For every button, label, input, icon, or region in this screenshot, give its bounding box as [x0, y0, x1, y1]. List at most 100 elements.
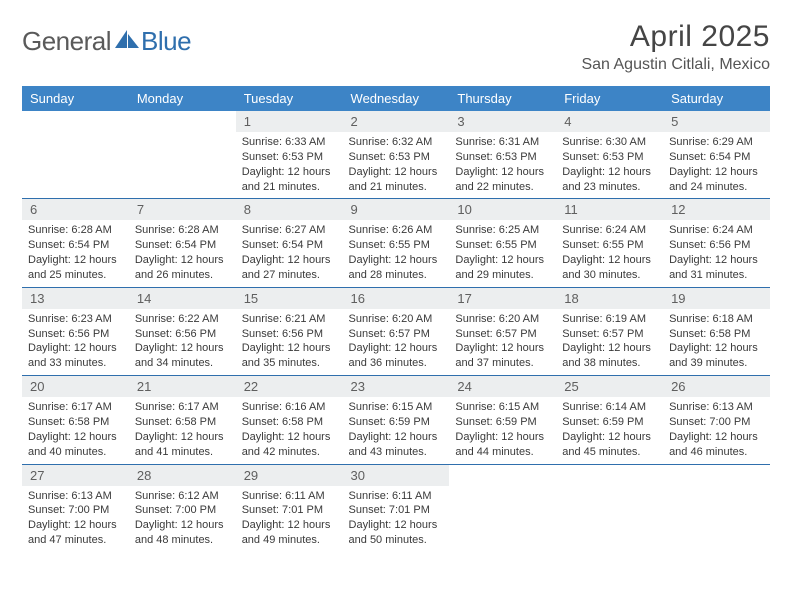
daylight-text-2: and 48 minutes.	[135, 533, 230, 548]
sunrise-text: Sunrise: 6:20 AM	[349, 312, 444, 327]
day-number: 11	[556, 199, 663, 220]
location: San Agustin Citlali, Mexico	[581, 56, 770, 74]
daylight-text-1: Daylight: 12 hours	[669, 253, 764, 268]
weekday-header: Sunday	[22, 86, 129, 111]
sunrise-text: Sunrise: 6:24 AM	[562, 223, 657, 238]
daylight-text-1: Daylight: 12 hours	[669, 341, 764, 356]
calendar-header: SundayMondayTuesdayWednesdayThursdayFrid…	[22, 86, 770, 111]
day-number: 27	[22, 465, 129, 486]
header: General Blue April 2025 San Agustin Citl…	[22, 20, 770, 74]
calendar-cell: 28Sunrise: 6:12 AMSunset: 7:00 PMDayligh…	[129, 464, 236, 552]
sunset-text: Sunset: 6:57 PM	[349, 327, 444, 342]
day-number: 19	[663, 288, 770, 309]
day-details: Sunrise: 6:13 AMSunset: 7:00 PMDaylight:…	[22, 486, 129, 552]
sunset-text: Sunset: 7:00 PM	[28, 503, 123, 518]
calendar-cell: 6Sunrise: 6:28 AMSunset: 6:54 PMDaylight…	[22, 199, 129, 287]
daylight-text-2: and 26 minutes.	[135, 268, 230, 283]
sunset-text: Sunset: 6:59 PM	[562, 415, 657, 430]
day-number: 6	[22, 199, 129, 220]
daylight-text-2: and 36 minutes.	[349, 356, 444, 371]
calendar-cell: 16Sunrise: 6:20 AMSunset: 6:57 PMDayligh…	[343, 287, 450, 375]
daylight-text-1: Daylight: 12 hours	[455, 165, 550, 180]
calendar-cell: 13Sunrise: 6:23 AMSunset: 6:56 PMDayligh…	[22, 287, 129, 375]
sunrise-text: Sunrise: 6:16 AM	[242, 400, 337, 415]
logo: General Blue	[22, 26, 191, 57]
day-details: Sunrise: 6:12 AMSunset: 7:00 PMDaylight:…	[129, 486, 236, 552]
day-details: Sunrise: 6:25 AMSunset: 6:55 PMDaylight:…	[449, 220, 556, 286]
sunrise-text: Sunrise: 6:22 AM	[135, 312, 230, 327]
day-details: Sunrise: 6:19 AMSunset: 6:57 PMDaylight:…	[556, 309, 663, 375]
daylight-text-2: and 42 minutes.	[242, 445, 337, 460]
sunrise-text: Sunrise: 6:32 AM	[349, 135, 444, 150]
daylight-text-2: and 38 minutes.	[562, 356, 657, 371]
weekday-header: Friday	[556, 86, 663, 111]
calendar-cell: ..	[663, 464, 770, 552]
day-number: 20	[22, 376, 129, 397]
sunrise-text: Sunrise: 6:33 AM	[242, 135, 337, 150]
sunset-text: Sunset: 6:56 PM	[242, 327, 337, 342]
calendar-cell: 20Sunrise: 6:17 AMSunset: 6:58 PMDayligh…	[22, 376, 129, 464]
calendar-cell: 27Sunrise: 6:13 AMSunset: 7:00 PMDayligh…	[22, 464, 129, 552]
day-number: 7	[129, 199, 236, 220]
sunset-text: Sunset: 6:53 PM	[242, 150, 337, 165]
sunset-text: Sunset: 6:54 PM	[669, 150, 764, 165]
day-number: 14	[129, 288, 236, 309]
calendar-cell: ..	[22, 111, 129, 199]
day-details: Sunrise: 6:28 AMSunset: 6:54 PMDaylight:…	[129, 220, 236, 286]
daylight-text-1: Daylight: 12 hours	[349, 430, 444, 445]
day-details: Sunrise: 6:20 AMSunset: 6:57 PMDaylight:…	[343, 309, 450, 375]
daylight-text-1: Daylight: 12 hours	[242, 518, 337, 533]
sunset-text: Sunset: 6:53 PM	[455, 150, 550, 165]
day-number: 5	[663, 111, 770, 132]
calendar-cell: ..	[129, 111, 236, 199]
day-details: Sunrise: 6:20 AMSunset: 6:57 PMDaylight:…	[449, 309, 556, 375]
sunrise-text: Sunrise: 6:21 AM	[242, 312, 337, 327]
day-details: Sunrise: 6:33 AMSunset: 6:53 PMDaylight:…	[236, 132, 343, 198]
daylight-text-2: and 40 minutes.	[28, 445, 123, 460]
daylight-text-1: Daylight: 12 hours	[562, 341, 657, 356]
daylight-text-1: Daylight: 12 hours	[562, 430, 657, 445]
daylight-text-1: Daylight: 12 hours	[28, 430, 123, 445]
day-number: 17	[449, 288, 556, 309]
calendar-cell: 23Sunrise: 6:15 AMSunset: 6:59 PMDayligh…	[343, 376, 450, 464]
day-number: 23	[343, 376, 450, 397]
day-details: Sunrise: 6:31 AMSunset: 6:53 PMDaylight:…	[449, 132, 556, 198]
sunset-text: Sunset: 6:59 PM	[455, 415, 550, 430]
day-details: Sunrise: 6:21 AMSunset: 6:56 PMDaylight:…	[236, 309, 343, 375]
calendar-cell: 22Sunrise: 6:16 AMSunset: 6:58 PMDayligh…	[236, 376, 343, 464]
calendar-cell: 21Sunrise: 6:17 AMSunset: 6:58 PMDayligh…	[129, 376, 236, 464]
daylight-text-1: Daylight: 12 hours	[135, 518, 230, 533]
daylight-text-2: and 23 minutes.	[562, 180, 657, 195]
daylight-text-1: Daylight: 12 hours	[349, 165, 444, 180]
calendar-cell: 9Sunrise: 6:26 AMSunset: 6:55 PMDaylight…	[343, 199, 450, 287]
calendar-cell: 11Sunrise: 6:24 AMSunset: 6:55 PMDayligh…	[556, 199, 663, 287]
sunrise-text: Sunrise: 6:18 AM	[669, 312, 764, 327]
weekday-header: Saturday	[663, 86, 770, 111]
calendar-cell: 17Sunrise: 6:20 AMSunset: 6:57 PMDayligh…	[449, 287, 556, 375]
day-number: 15	[236, 288, 343, 309]
day-details: Sunrise: 6:32 AMSunset: 6:53 PMDaylight:…	[343, 132, 450, 198]
sunset-text: Sunset: 6:56 PM	[135, 327, 230, 342]
daylight-text-1: Daylight: 12 hours	[349, 253, 444, 268]
daylight-text-1: Daylight: 12 hours	[669, 165, 764, 180]
sunrise-text: Sunrise: 6:31 AM	[455, 135, 550, 150]
daylight-text-2: and 33 minutes.	[28, 356, 123, 371]
daylight-text-2: and 46 minutes.	[669, 445, 764, 460]
calendar-cell: ..	[556, 464, 663, 552]
calendar-cell: 10Sunrise: 6:25 AMSunset: 6:55 PMDayligh…	[449, 199, 556, 287]
daylight-text-2: and 27 minutes.	[242, 268, 337, 283]
sunset-text: Sunset: 7:00 PM	[669, 415, 764, 430]
sunset-text: Sunset: 6:57 PM	[455, 327, 550, 342]
day-details: Sunrise: 6:22 AMSunset: 6:56 PMDaylight:…	[129, 309, 236, 375]
sunset-text: Sunset: 6:53 PM	[349, 150, 444, 165]
sunset-text: Sunset: 6:56 PM	[669, 238, 764, 253]
calendar-cell: 19Sunrise: 6:18 AMSunset: 6:58 PMDayligh…	[663, 287, 770, 375]
day-details: Sunrise: 6:13 AMSunset: 7:00 PMDaylight:…	[663, 397, 770, 463]
sunrise-text: Sunrise: 6:14 AM	[562, 400, 657, 415]
sunset-text: Sunset: 7:01 PM	[349, 503, 444, 518]
day-number: 10	[449, 199, 556, 220]
daylight-text-2: and 28 minutes.	[349, 268, 444, 283]
daylight-text-2: and 31 minutes.	[669, 268, 764, 283]
daylight-text-2: and 34 minutes.	[135, 356, 230, 371]
calendar-cell: 7Sunrise: 6:28 AMSunset: 6:54 PMDaylight…	[129, 199, 236, 287]
